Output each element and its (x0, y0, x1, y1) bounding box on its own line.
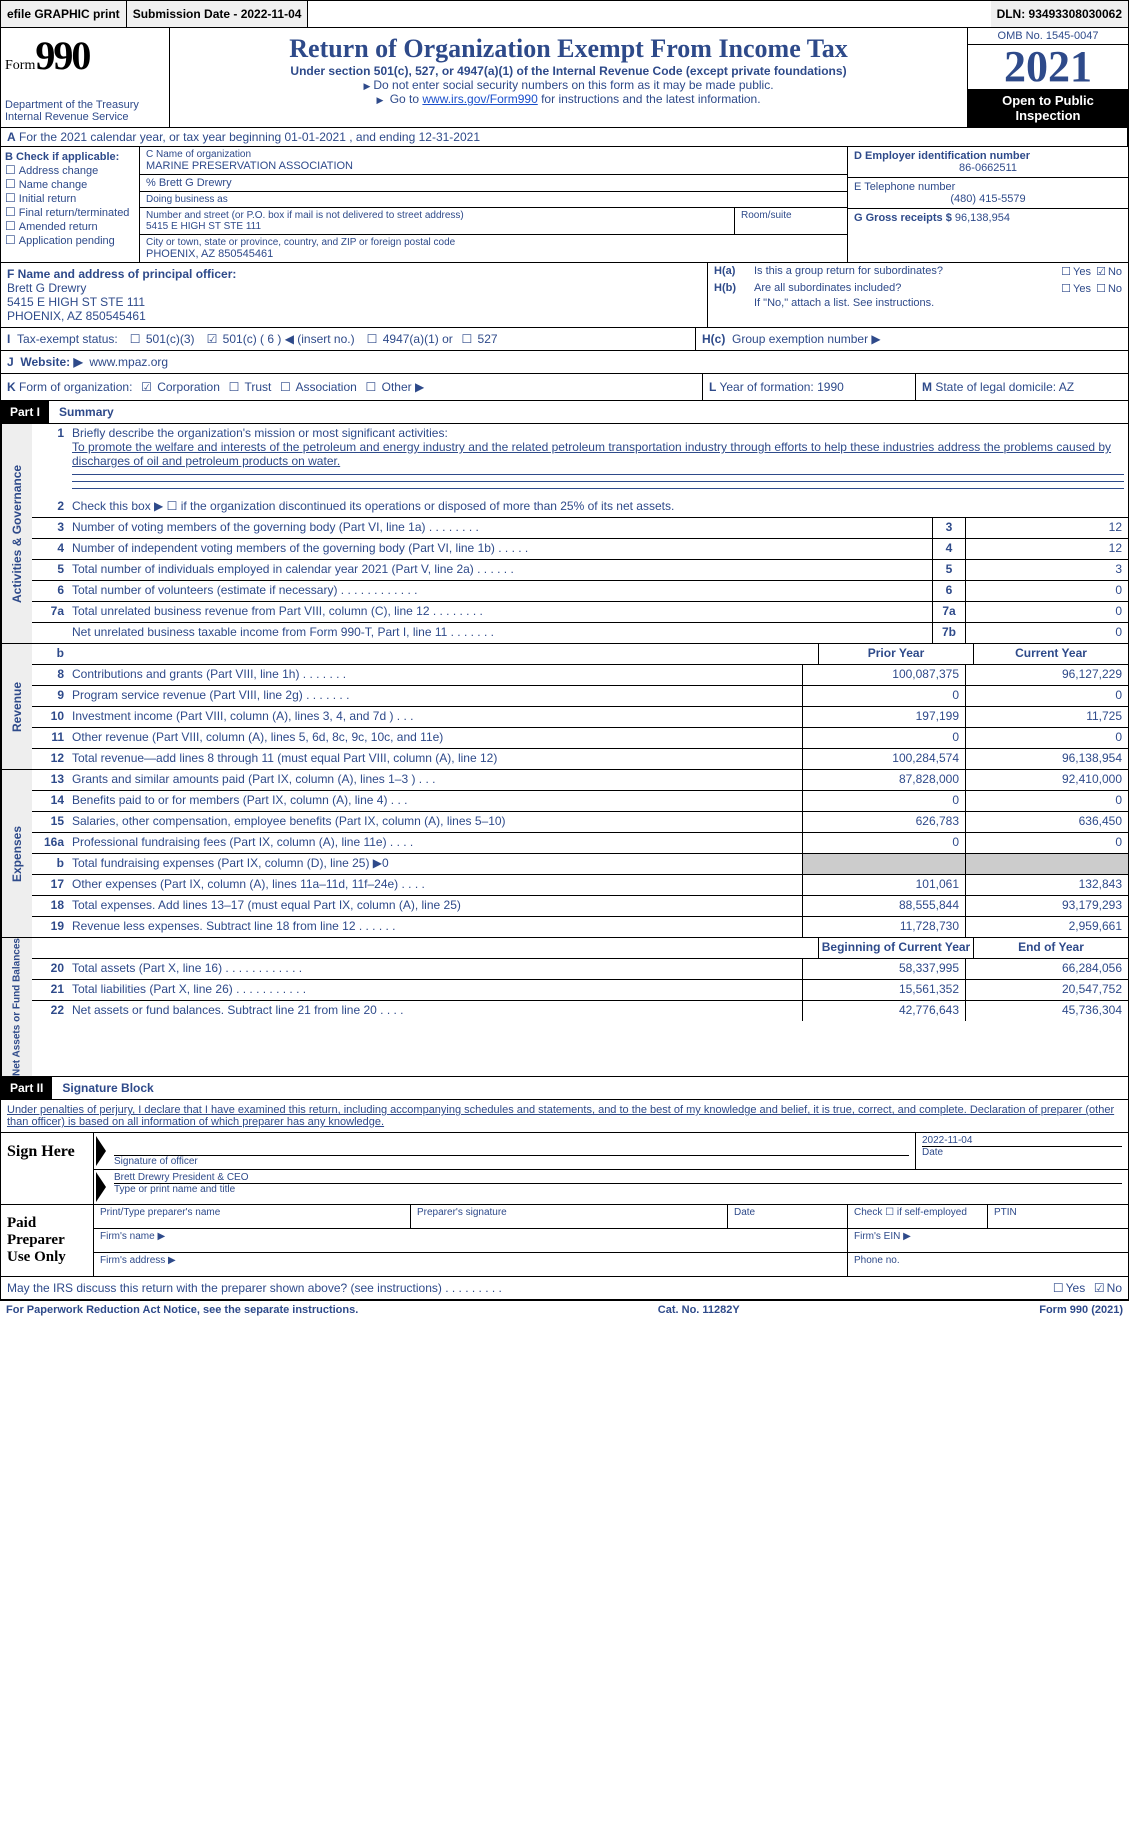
chk-name-change[interactable]: Name change (5, 177, 135, 191)
section-b: B Check if applicable: Address change Na… (1, 147, 140, 262)
submission-date: Submission Date - 2022-11-04 (127, 1, 309, 27)
section-f: F Name and address of principal officer:… (1, 263, 708, 327)
summary-row: 15Salaries, other compensation, employee… (32, 812, 1128, 833)
summary-row: 17Other expenses (Part IX, column (A), l… (32, 875, 1128, 896)
dln: DLN: 93493308030062 (991, 1, 1128, 27)
section-h: H(a) Is this a group return for subordin… (708, 263, 1128, 327)
summary-row: Net unrelated business taxable income fr… (32, 623, 1128, 643)
section-l: L Year of formation: 1990 (703, 374, 916, 400)
summary-row: 10Investment income (Part VIII, column (… (32, 707, 1128, 728)
sections-bcdeg: B Check if applicable: Address change Na… (0, 147, 1129, 263)
summary-row: 18Total expenses. Add lines 13–17 (must … (32, 896, 1128, 917)
summary-row: 13Grants and similar amounts paid (Part … (32, 770, 1128, 791)
chk-amended[interactable]: Amended return (5, 219, 135, 233)
summary-row: 3Number of voting members of the governi… (32, 518, 1128, 539)
section-a: A For the 2021 calendar year, or tax yea… (0, 128, 1129, 147)
chk-initial-return[interactable]: Initial return (5, 191, 135, 205)
mission-text: To promote the welfare and interests of … (72, 440, 1111, 468)
street-address: 5415 E HIGH ST STE 111 (146, 221, 728, 232)
city-state-zip: PHOENIX, AZ 850545461 (146, 248, 841, 260)
activities-governance: Activities & Governance 1 Briefly descri… (0, 424, 1129, 644)
form-number: 990 (35, 33, 89, 78)
section-c: C Name of organization MARINE PRESERVATI… (140, 147, 847, 262)
sign-here: Sign Here Signature of officer 2022-11-0… (0, 1133, 1129, 1205)
section-m: M State of legal domicile: AZ (916, 374, 1128, 400)
sign-arrow-icon (96, 1172, 106, 1202)
section-hc: H(c) Group exemption number ▶ (696, 328, 1128, 350)
perjury-statement: Under penalties of perjury, I declare th… (0, 1100, 1129, 1133)
main-title: Return of Organization Exempt From Incom… (176, 34, 961, 64)
ein: 86-0662511 (854, 162, 1122, 174)
irs-discuss: May the IRS discuss this return with the… (0, 1277, 1129, 1300)
vtab-expenses: Expenses (1, 770, 32, 937)
org-name: MARINE PRESERVATION ASSOCIATION (146, 160, 841, 172)
summary-row: 21Total liabilities (Part X, line 26) . … (32, 980, 1128, 1001)
officer-name: Brett Drewry President & CEO (114, 1172, 1122, 1184)
summary-row: 9Program service revenue (Part VIII, lin… (32, 686, 1128, 707)
chk-final-return[interactable]: Final return/terminated (5, 205, 135, 219)
vtab-revenue: Revenue (1, 644, 32, 769)
phone: (480) 415-5579 (854, 193, 1122, 205)
vtab-governance: Activities & Governance (1, 424, 32, 643)
sections-fh: F Name and address of principal officer:… (0, 263, 1129, 328)
summary-row: 11Other revenue (Part VIII, column (A), … (32, 728, 1128, 749)
gross-receipts: 96,138,954 (955, 212, 1010, 224)
summary-row: bTotal fundraising expenses (Part IX, co… (32, 854, 1128, 875)
part2-header: Part II Signature Block (0, 1077, 1129, 1100)
top-bar: efile GRAPHIC print Submission Date - 20… (0, 0, 1129, 28)
section-j: J Website: ▶ www.mpaz.org (0, 351, 1129, 374)
sign-arrow-icon (96, 1136, 106, 1166)
note-link: Go to www.irs.gov/Form990 for instructio… (176, 92, 961, 106)
sections-klm: K Form of organization: Corporation Trus… (0, 374, 1129, 401)
revenue-section: Revenue b Prior Year Current Year 8Contr… (0, 644, 1129, 770)
department: Department of the Treasury Internal Reve… (5, 99, 165, 123)
summary-row: 4Number of independent voting members of… (32, 539, 1128, 560)
part1-header: Part I Summary (0, 401, 1129, 424)
form-label: Form (5, 58, 35, 73)
summary-row: 14Benefits paid to or for members (Part … (32, 791, 1128, 812)
tax-year: 2021 (968, 45, 1128, 89)
summary-row: 19Revenue less expenses. Subtract line 1… (32, 917, 1128, 937)
form-number-box: Form990 Department of the Treasury Inter… (1, 28, 170, 127)
note-ssn: Do not enter social security numbers on … (176, 78, 961, 92)
vtab-net-assets: Net Assets or Fund Balances (1, 938, 32, 1076)
summary-row: 22Net assets or fund balances. Subtract … (32, 1001, 1128, 1021)
summary-row: 8Contributions and grants (Part VIII, li… (32, 665, 1128, 686)
net-assets-section: Net Assets or Fund Balances Beginning of… (0, 938, 1129, 1077)
chk-app-pending[interactable]: Application pending (5, 233, 135, 247)
year-box: OMB No. 1545-0047 2021 Open to Public In… (968, 28, 1128, 127)
efile-btn[interactable]: efile GRAPHIC print (1, 1, 127, 27)
page-footer: For Paperwork Reduction Act Notice, see … (0, 1300, 1129, 1319)
summary-row: 20Total assets (Part X, line 16) . . . .… (32, 959, 1128, 980)
paid-preparer: Paid Preparer Use Only Print/Type prepar… (0, 1205, 1129, 1277)
open-to-public: Open to Public Inspection (968, 89, 1128, 127)
chk-address-change[interactable]: Address change (5, 163, 135, 177)
summary-row: 16aProfessional fundraising fees (Part I… (32, 833, 1128, 854)
website: www.mpaz.org (89, 355, 168, 369)
section-k: K Form of organization: Corporation Trus… (1, 374, 703, 400)
summary-row: 5Total number of individuals employed in… (32, 560, 1128, 581)
expenses-section: Expenses 13Grants and similar amounts pa… (0, 770, 1129, 938)
summary-row: 7aTotal unrelated business revenue from … (32, 602, 1128, 623)
sections-deg: D Employer identification number 86-0662… (847, 147, 1128, 262)
form-header: Form990 Department of the Treasury Inter… (0, 28, 1129, 128)
summary-row: 6Total number of volunteers (estimate if… (32, 581, 1128, 602)
sections-i-hc: I Tax-exempt status: 501(c)(3) 501(c) ( … (0, 328, 1129, 351)
summary-row: 12Total revenue—add lines 8 through 11 (… (32, 749, 1128, 769)
title-box: Return of Organization Exempt From Incom… (170, 28, 968, 127)
subtitle: Under section 501(c), 527, or 4947(a)(1)… (176, 64, 961, 78)
irs-link[interactable]: www.irs.gov/Form990 (422, 92, 537, 106)
section-i: I Tax-exempt status: 501(c)(3) 501(c) ( … (1, 328, 696, 350)
care-of: % Brett G Drewry (140, 175, 847, 192)
